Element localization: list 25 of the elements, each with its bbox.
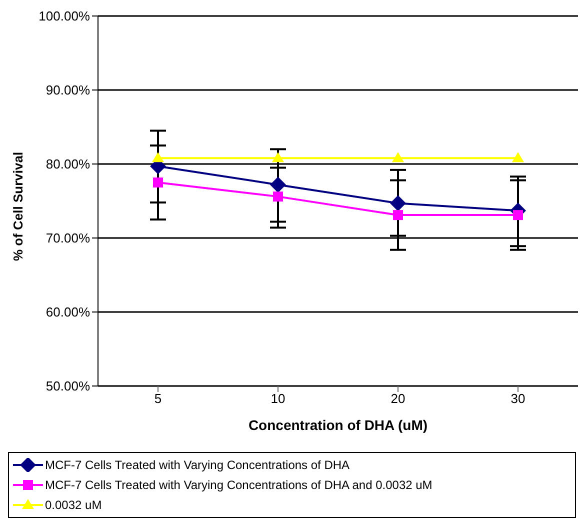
legend-label: 0.0032 uM bbox=[45, 498, 102, 512]
point bbox=[152, 152, 164, 162]
y-tick-label: 70.00% bbox=[46, 230, 90, 246]
y-tick-label: 100.00% bbox=[38, 8, 90, 24]
x-tick-label: 30 bbox=[510, 391, 526, 406]
y-tick-label: 60.00% bbox=[46, 304, 90, 320]
point bbox=[153, 178, 163, 188]
x-tick-label: 20 bbox=[390, 391, 406, 406]
x-tick-label: 5 bbox=[154, 391, 162, 406]
x-tick-label: 10 bbox=[270, 391, 286, 406]
point bbox=[513, 210, 523, 220]
point bbox=[393, 210, 403, 220]
point bbox=[392, 152, 404, 162]
point bbox=[390, 195, 406, 212]
x-axis-title: Concentration of DHA (uM) bbox=[248, 417, 428, 433]
legend-label: MCF-7 Cells Treated with Varying Concentrations of DHA and 0.0032 uM bbox=[45, 478, 432, 492]
point bbox=[273, 192, 283, 202]
y-tick-label: 90.00% bbox=[46, 82, 90, 98]
y-axis-title: % of Cell Survival bbox=[10, 152, 26, 261]
y-tick-label: 50.00% bbox=[46, 378, 90, 394]
legend-label: MCF-7 Cells Treated with Varying Concentrations of DHA bbox=[45, 458, 350, 472]
point bbox=[512, 152, 524, 162]
y-tick-label: 80.00% bbox=[46, 156, 90, 172]
point bbox=[272, 152, 284, 162]
point bbox=[270, 176, 286, 193]
